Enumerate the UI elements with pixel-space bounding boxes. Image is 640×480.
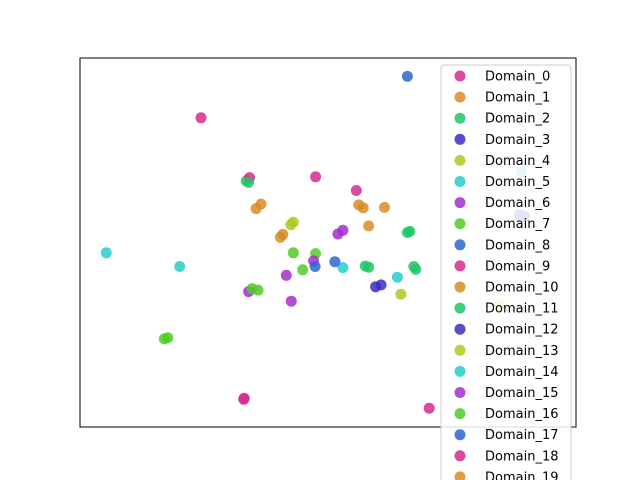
legend-label-domain-13: Domain_13 [485, 344, 559, 359]
legend-label-domain-15: Domain_15 [485, 386, 559, 401]
point-domain-7-0 [287, 247, 299, 259]
point-domain-5-2 [337, 262, 349, 274]
point-domain-11-0 [404, 225, 416, 237]
point-domain-6-2 [337, 224, 349, 236]
point-domain-8-0 [401, 70, 413, 82]
legend-label-domain-16: Domain_16 [485, 407, 559, 422]
legend-marker-domain-7 [454, 218, 466, 230]
point-domain-0-0 [195, 112, 207, 124]
point-domain-5-0 [100, 247, 112, 259]
point-domain-10-0 [255, 198, 267, 210]
legend-marker-domain-6 [454, 197, 466, 209]
legend-marker-domain-3 [454, 133, 466, 145]
legend-label-domain-0: Domain_0 [485, 70, 550, 85]
legend-marker-domain-16 [454, 408, 466, 420]
legend-label-domain-12: Domain_12 [485, 323, 559, 338]
point-domain-13-1 [395, 288, 407, 300]
legend-label-domain-19: Domain_19 [485, 470, 559, 480]
legend-label-domain-4: Domain_4 [485, 154, 550, 169]
plot-frame [79, 57, 577, 428]
legend-marker-domain-4 [454, 154, 466, 166]
point-domain-16-2 [158, 333, 170, 345]
legend-marker-domain-0 [454, 70, 466, 82]
legend-label-domain-6: Domain_6 [485, 196, 550, 211]
point-domain-10-1 [357, 202, 369, 214]
point-domain-16-0 [246, 283, 258, 295]
legend-label-domain-2: Domain_2 [485, 112, 550, 127]
point-domain-13-0 [287, 216, 299, 228]
legend-marker-domain-13 [454, 344, 466, 356]
point-domain-8-1 [329, 256, 341, 268]
legend-marker-domain-10 [454, 281, 466, 293]
legend-marker-domain-17 [454, 429, 466, 441]
legend-marker-domain-1 [454, 91, 466, 103]
point-domain-15-2 [285, 295, 297, 307]
point-domain-14-1 [391, 271, 403, 283]
legend-marker-domain-15 [454, 387, 466, 398]
legend-marker-domain-12 [454, 323, 466, 335]
point-domain-11-2 [408, 261, 420, 272]
legend-label-domain-3: Domain_3 [485, 133, 550, 148]
legend-label-domain-5: Domain_5 [485, 175, 550, 190]
legend-label-domain-17: Domain_17 [485, 428, 559, 443]
legend-label-domain-8: Domain_8 [485, 238, 550, 253]
point-domain-11-1 [243, 176, 255, 188]
legend-label-domain-14: Domain_14 [485, 365, 559, 380]
point-domain-18-1 [310, 171, 322, 183]
legend-marker-domain-19 [454, 471, 466, 480]
legend-marker-domain-11 [454, 302, 466, 314]
legend-marker-domain-9 [454, 260, 466, 272]
point-domain-17-0 [309, 261, 321, 272]
legend-marker-domain-18 [454, 450, 466, 462]
legend-label-domain-18: Domain_18 [485, 449, 559, 464]
point-domain-9-1 [350, 185, 362, 196]
point-domain-19-0 [363, 220, 375, 232]
legend-marker-domain-8 [454, 239, 466, 251]
legend-marker-domain-2 [454, 112, 466, 124]
legend-marker-domain-5 [454, 176, 466, 187]
legend-label-domain-11: Domain_11 [485, 302, 559, 317]
point-domain-10-2 [274, 231, 286, 243]
point-domain-14-0 [174, 261, 186, 272]
point-domain-16-1 [297, 264, 309, 276]
legend-marker-domain-14 [454, 365, 466, 377]
legend-label-domain-1: Domain_1 [485, 91, 550, 106]
point-domain-11-3 [359, 260, 371, 272]
point-domain-12-1 [370, 281, 382, 293]
legend-label-domain-9: Domain_9 [485, 259, 550, 274]
point-domain-0-1 [423, 402, 435, 414]
point-domain-18-0 [238, 392, 250, 404]
legend: Domain_0 Domain_1 Domain_2 Domain_3 Domain_4… [440, 64, 572, 480]
point-domain-6-1 [280, 269, 292, 281]
legend-label-domain-7: Domain_7 [485, 217, 550, 232]
legend-label-domain-10: Domain_10 [485, 281, 559, 296]
point-domain-19-1 [379, 201, 390, 213]
legend-box [440, 64, 572, 480]
